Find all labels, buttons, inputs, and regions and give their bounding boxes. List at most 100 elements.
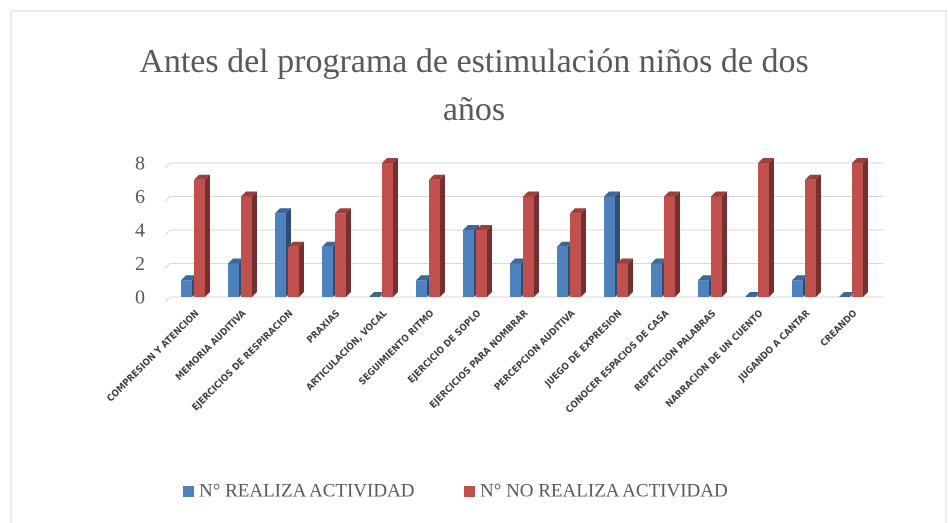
x-tick-label: CREANDO — [818, 308, 859, 349]
bar-face — [852, 163, 863, 297]
bar-face — [557, 241, 573, 247]
bar — [241, 191, 257, 297]
bar-face — [557, 246, 568, 297]
bar-face — [523, 196, 534, 297]
bar-face — [805, 174, 821, 180]
bar-face — [322, 241, 338, 247]
bar-face — [275, 208, 291, 214]
bar-face — [228, 263, 239, 297]
grid-line — [164, 296, 171, 303]
bar — [523, 191, 539, 297]
bar-face — [476, 225, 492, 230]
legend-swatch — [183, 486, 194, 497]
grid-line — [164, 196, 171, 202]
bar-face — [664, 191, 680, 197]
x-tick-label: PRAXIAS — [305, 308, 342, 345]
bar-face — [487, 225, 492, 297]
x-tick-label: PERCEPCION AUDITIVA — [493, 308, 578, 393]
bar-face — [675, 191, 680, 297]
bar-face — [288, 246, 299, 297]
x-tick-label: JUEGO DE EXPRESION — [542, 308, 624, 390]
bar-face — [758, 163, 769, 297]
bar-face — [463, 230, 474, 297]
legend-swatch — [464, 486, 475, 497]
bar-face — [651, 258, 667, 264]
chart-border — [10, 10, 947, 523]
bar-face — [346, 208, 351, 297]
bar-face — [698, 280, 709, 297]
x-tick-label: EJERCICIOS DE RESPIRACION — [190, 308, 295, 413]
bar-face — [181, 275, 197, 281]
y-tick-label: 0 — [135, 287, 145, 309]
bar-face — [322, 246, 333, 297]
bar-face — [570, 213, 581, 297]
bar-face — [617, 263, 628, 297]
bar-face — [664, 196, 675, 297]
bar-face — [429, 179, 440, 297]
bar — [805, 174, 821, 297]
bar-face — [194, 179, 205, 297]
bar-face — [769, 158, 774, 297]
bar-face — [252, 191, 257, 297]
bar — [617, 258, 633, 297]
bar-face — [194, 174, 210, 180]
bar-face — [299, 241, 304, 297]
bar-face — [241, 191, 257, 197]
bar-face — [288, 241, 304, 247]
bar-face — [476, 230, 487, 297]
bar-face — [805, 179, 816, 297]
bar-face — [852, 158, 868, 163]
grid-line — [164, 162, 171, 169]
bar — [429, 174, 445, 297]
bar-face — [792, 280, 803, 297]
bar-face — [839, 292, 855, 297]
y-tick-label: 2 — [135, 253, 145, 275]
bar-face — [416, 280, 427, 297]
x-tick-label: COMPRESION Y ATENCION — [105, 308, 201, 404]
bar-face — [581, 208, 586, 297]
bar — [839, 292, 855, 297]
bar-face — [510, 263, 521, 297]
bar — [335, 208, 351, 297]
bar-face — [369, 292, 385, 297]
bar-face — [745, 292, 761, 297]
bar-face — [711, 196, 722, 297]
bar-face — [628, 258, 633, 297]
bar-face — [617, 258, 633, 264]
bar-face — [440, 174, 445, 297]
grid-line — [164, 229, 171, 236]
x-tick-label: REPETICION PALABRAS — [633, 308, 719, 394]
bar-face — [335, 213, 346, 297]
bar-face — [711, 191, 727, 197]
bar — [288, 241, 304, 297]
bar-face — [604, 191, 620, 197]
bar — [745, 292, 761, 297]
bar-face — [792, 275, 808, 281]
bar-face — [523, 191, 539, 197]
bar-face — [181, 280, 192, 297]
bar-face — [722, 191, 727, 297]
bar-face — [382, 158, 398, 163]
bar — [758, 158, 774, 297]
bar — [570, 208, 586, 297]
bar-face — [228, 258, 244, 264]
y-tick-label: 8 — [135, 153, 145, 175]
bar — [476, 225, 492, 297]
bar-face — [335, 208, 351, 214]
bar-face — [651, 263, 662, 297]
bar-face — [463, 225, 479, 230]
x-tick-label: ARTICULACIÓN, VOCAL — [304, 307, 390, 393]
chart-title: Antes del programa de estimulación niños… — [139, 43, 809, 128]
bar-face — [275, 213, 286, 297]
bar — [194, 174, 210, 297]
bar-face — [570, 208, 586, 214]
bar-face — [510, 258, 526, 264]
bar — [664, 191, 680, 297]
grid-line — [164, 263, 171, 269]
bar-face — [604, 196, 615, 297]
bar — [711, 191, 727, 297]
bar-face — [816, 174, 821, 297]
legend-label: N° NO REALIZA ACTIVIDAD — [480, 480, 728, 501]
